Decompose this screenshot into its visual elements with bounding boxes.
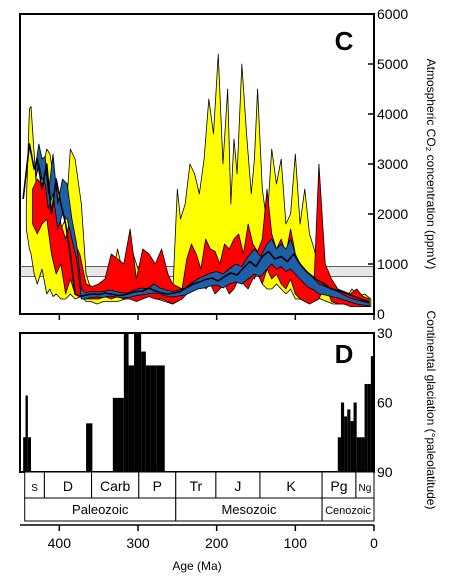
glaciation-bar: [117, 397, 124, 472]
period-label: D: [63, 478, 73, 494]
glaciation-bar: [141, 351, 146, 472]
x-tick-label: 200: [205, 535, 229, 551]
glaciation-bar: [364, 383, 368, 472]
period-cell: [175, 471, 217, 499]
glaciation-bar: [134, 333, 142, 472]
y-tick-label-c: 2000: [377, 206, 408, 222]
era-label: Paleozoic: [72, 502, 129, 517]
period-cell: [138, 471, 177, 499]
y-tick-label-c: 1000: [377, 256, 408, 272]
era-label: Mesozoic: [221, 502, 276, 517]
y-tick-label-c: 3000: [377, 156, 408, 172]
glaciation-bar: [347, 409, 351, 472]
glaciation-bar: [25, 395, 28, 472]
y-tick-label-c: 5000: [377, 56, 408, 72]
x-axis-label: Age (Ma): [172, 559, 221, 573]
glaciation-bar: [112, 397, 118, 472]
glaciation-bar: [27, 437, 32, 472]
x-tick-label: 0: [370, 535, 378, 551]
glaciation-bar: [90, 423, 93, 472]
period-label: Tr: [189, 478, 202, 494]
x-tick-label: 400: [48, 535, 72, 551]
panel-d-frame: [19, 332, 375, 473]
glaciation-bar: [340, 402, 345, 472]
y-tick-label-d: 30: [377, 325, 393, 341]
y-tick-label-c: 4000: [377, 106, 408, 122]
panel-c: C 0 1000 2000 3000 4000 5000 6000 Atmospheric …: [19, 6, 438, 322]
y-tick-label-d: 60: [377, 395, 393, 411]
y-axis-ticks-c: 0 1000 2000 3000 4000 5000 6000: [368, 6, 408, 322]
glaciation-bar: [370, 356, 374, 472]
glaciation-bar: [156, 365, 165, 472]
glaciation-bar: [23, 437, 26, 472]
co2-series-group: [22, 53, 372, 307]
glaciation-bar: [337, 437, 341, 472]
glaciation-bar: [128, 365, 135, 472]
period-cell: [259, 471, 323, 499]
period-label: J: [234, 478, 241, 494]
glaciation-bar: [361, 437, 365, 472]
y-tick-label-c: 0: [377, 306, 385, 322]
era-cell: [321, 497, 375, 522]
panel-d: D 30 60 90 Continental glaciation (°paleol…: [19, 311, 438, 510]
era-label: Cenozoic: [325, 505, 371, 517]
glaciation-bar: [150, 365, 157, 472]
period-label: Ng: [359, 483, 372, 494]
glaciation-bar: [123, 333, 129, 472]
glaciation-bar: [86, 423, 91, 472]
period-label: S: [31, 483, 38, 494]
period-label: K: [286, 478, 296, 494]
glaciation-bar: [344, 416, 348, 472]
y-tick-label-c: 6000: [377, 6, 408, 22]
era-row: Paleozoic Mesozoic Cenozoic: [24, 497, 375, 522]
period-label: P: [153, 478, 162, 494]
glaciation-bar: [350, 421, 354, 472]
x-tick-label: 100: [284, 535, 308, 551]
x-tick-label: 300: [126, 535, 150, 551]
co2-line-3: [22, 143, 370, 303]
y-tick-label-d: 90: [377, 464, 393, 480]
panel-label-c: C: [335, 26, 354, 56]
period-label: Carb: [100, 478, 131, 494]
y-axis-label-c: Atmospheric CO₂ concentration (ppmV): [424, 59, 438, 270]
glaciation-bar: [145, 365, 151, 472]
period-cell: [43, 471, 93, 499]
co2-band-2: [35, 143, 370, 307]
glaciation-bar: [367, 383, 371, 472]
period-label: Pg: [330, 478, 347, 494]
glaciation-bar: [356, 437, 362, 472]
x-axis: 400 300 200 100 0: [20, 314, 378, 551]
glaciation-bar: [353, 402, 357, 472]
y-axis-label-d: Continental glaciation (°paleolatitude): [424, 311, 438, 510]
glaciation-bars: [23, 333, 374, 472]
period-row: S D Carb P Tr J K Pg Ng: [24, 471, 375, 499]
panel-label-d: D: [335, 339, 354, 369]
y-axis-ticks-d: 30 60 90: [368, 325, 393, 480]
